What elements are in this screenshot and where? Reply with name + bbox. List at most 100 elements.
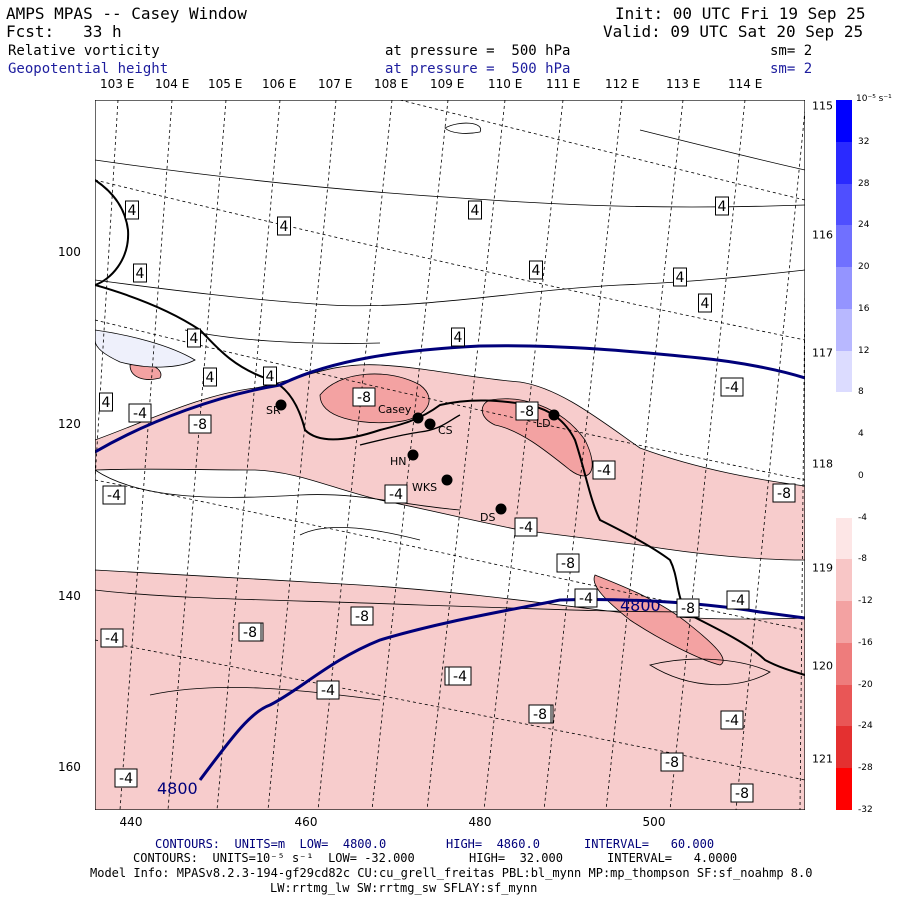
right-lon-label: 120 E [812, 659, 844, 673]
colorbar-swatch [836, 726, 852, 769]
init-time: Init: 00 UTC Fri 19 Sep 25 [615, 4, 866, 23]
vorticity-label: -4 [105, 631, 119, 647]
vorticity-label: -8 [357, 390, 371, 406]
colorbar-swatch [836, 267, 852, 310]
station-label: HN [390, 455, 407, 468]
vorticity-label-box [350, 606, 374, 626]
lat-lon-grid [95, 100, 805, 810]
vorticity-label: 4 [266, 369, 275, 385]
colorbar-tick: 4 [858, 429, 864, 440]
vorticity-label: -4 [597, 463, 611, 479]
field2-smoothing: sm= 2 [770, 61, 813, 77]
footer-vorticity-interval: INTERVAL= 4.0000 [607, 851, 738, 865]
field1-level: at pressure = 500 hPa [385, 43, 571, 59]
colorbar-tick: 28 [858, 178, 870, 189]
colorbar-tick: -8 [858, 554, 867, 565]
vorticity-label-box [99, 392, 113, 412]
colorbar-tick: -12 [858, 596, 873, 607]
footer-vorticity-contours: CONTOURS: UNITS=10⁻⁵ s⁻¹ LOW= -32.000 [133, 851, 415, 865]
station-marker [424, 418, 436, 430]
vorticity-label: -4 [731, 593, 745, 609]
vorticity-label-box [673, 267, 687, 287]
station-label: SR [266, 404, 281, 417]
lon-label: 107 E [318, 77, 353, 91]
colorbar-tick: -32 [858, 805, 873, 815]
vorticity-label: -8 [355, 609, 369, 625]
vorticity-label: -8 [243, 625, 257, 641]
vorticity-label: -4 [389, 487, 403, 503]
colorbar-swatch [836, 642, 852, 686]
colorbar-tick: 0 [858, 470, 864, 481]
valid-time: Valid: 09 UTC Sat 20 Sep 25 [603, 22, 864, 41]
height-label: 4800 [620, 596, 661, 615]
colorbar-swatch [836, 183, 852, 226]
vorticity-label: -8 [533, 707, 547, 723]
vorticity-label-box [316, 680, 340, 700]
y-tick: 140 [58, 589, 81, 603]
vorticity-label-box [720, 710, 744, 730]
vorticity-label-box [277, 216, 291, 236]
map-title: AMPS MPAS -- Casey Window [6, 4, 247, 23]
colorbar-swatch [836, 601, 852, 644]
vorticity-label-box [102, 485, 126, 505]
positive-vorticity-shading [95, 329, 196, 368]
colorbar-swatch [836, 350, 852, 393]
right-lon-label: 116 E [812, 228, 844, 242]
vorticity-label-box [529, 260, 543, 280]
colorbar-swatch [836, 684, 852, 727]
vorticity-label: 4 [676, 270, 685, 286]
x-tick: 480 [468, 815, 492, 829]
x-tick: 500 [642, 815, 666, 829]
station-marker [275, 399, 287, 411]
lon-label: 114 E [728, 77, 763, 91]
vorticity-label-box [715, 196, 729, 216]
colorbar-swatch [836, 434, 852, 477]
vorticity-label: 4 [190, 331, 199, 347]
station-marker [441, 474, 453, 486]
station-marker [495, 503, 507, 515]
x-tick: 460 [294, 815, 318, 829]
lon-label: 105 E [208, 77, 243, 91]
colorbar-tick: 8 [858, 387, 864, 398]
vorticity-label-box [730, 783, 754, 803]
vorticity-label: -4 [453, 669, 467, 685]
vorticity-label: 4 [136, 266, 145, 282]
geopotential-height-contours [95, 344, 805, 781]
vorticity-contour-lines [95, 122, 805, 701]
vorticity-label-box [114, 768, 138, 788]
lon-label: 106 E [262, 77, 297, 91]
colorbar-swatch [836, 100, 852, 143]
colorbar-tick: -28 [858, 763, 873, 774]
vorticity-label-box [133, 263, 147, 283]
right-lon-label: 117 E [812, 346, 844, 360]
colorbar-unit: 10⁻⁵ s⁻¹ [856, 94, 892, 104]
vorticity-colorbar [836, 100, 852, 811]
colorbar-swatch [836, 308, 852, 352]
vorticity-label: -4 [133, 406, 147, 422]
vorticity-label: -4 [321, 683, 335, 699]
vorticity-label-box [772, 483, 796, 503]
colorbar-swatch [836, 225, 852, 268]
vorticity-label-box [574, 588, 598, 608]
vorticity-label: -4 [725, 713, 739, 729]
vorticity-label: 4 [454, 330, 463, 346]
station-label: Casey [378, 403, 412, 416]
vorticity-label-box [676, 598, 700, 618]
vorticity-label: -8 [665, 755, 679, 771]
vorticity-label-box [125, 200, 139, 220]
station-marker [548, 409, 560, 421]
ice-edge-line [359, 414, 461, 446]
vorticity-labels: 444 44 4 444444-44-8-4-8-8-4-4-4-8-4-8-4-8-… [99, 196, 796, 803]
vorticity-label-box [698, 293, 712, 313]
vorticity-label: -8 [681, 601, 695, 617]
vorticity-label-box [203, 367, 217, 387]
footer-model-info-2: LW:rrtmg_lw SW:rrtmg_sw SFLAY:sf_mynn [270, 881, 538, 895]
vorticity-label-box [352, 387, 376, 407]
field2-name: Geopotential height [8, 61, 169, 77]
vorticity-label: -8 [735, 786, 749, 802]
colorbar-tick: 32 [858, 136, 870, 147]
colorbar-swatch [836, 517, 852, 560]
footer-vorticity-high: HIGH= 32.000 [469, 851, 563, 865]
vorticity-label: 4 [128, 203, 137, 219]
y-tick: 100 [58, 245, 81, 259]
